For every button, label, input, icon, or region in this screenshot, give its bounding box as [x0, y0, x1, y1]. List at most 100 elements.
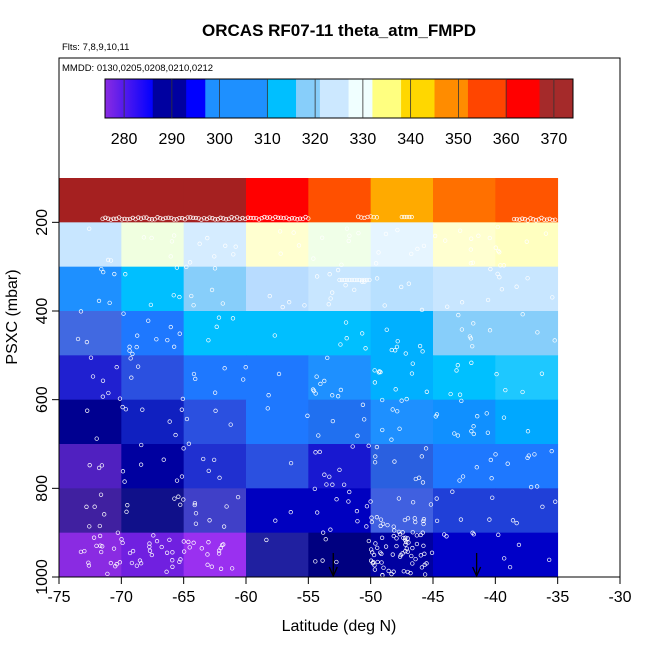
observation-point [347, 489, 352, 495]
flights-label: Flts: 7,8,9,10,11 [62, 42, 129, 53]
observation-point [434, 412, 440, 417]
observation-point [424, 389, 429, 394]
observation-point [547, 557, 552, 563]
observation-point [499, 287, 505, 292]
heatmap-cell [246, 532, 309, 578]
observation-point [121, 311, 126, 316]
observation-point [349, 277, 355, 283]
observation-point [495, 224, 500, 230]
observation-point [147, 216, 152, 222]
colorbar-tick-label: 300 [206, 131, 233, 148]
observation-point [457, 228, 463, 233]
observation-point [319, 235, 325, 240]
observation-point [362, 417, 367, 422]
observation-point [360, 331, 365, 336]
observation-point [141, 215, 146, 220]
observation-point [335, 394, 341, 399]
observation-point [347, 233, 352, 238]
observation-point [520, 216, 525, 221]
colorbar-tick-label: 320 [302, 131, 329, 148]
observation-point [533, 218, 539, 223]
colorbar-band [401, 79, 436, 118]
observation-point [193, 511, 199, 516]
observation-point [210, 216, 215, 221]
observation-point [347, 277, 352, 283]
observation-point [397, 426, 402, 431]
observation-point [323, 537, 328, 542]
observation-point [468, 247, 474, 252]
heatmap-cell [121, 444, 185, 489]
observation-point [384, 327, 389, 332]
observation-point [496, 532, 501, 537]
observation-point [409, 553, 414, 559]
observation-point [103, 215, 108, 220]
observation-point [174, 265, 180, 270]
heatmap-cell [370, 488, 434, 534]
observation-point [395, 339, 400, 344]
observation-point [199, 546, 204, 551]
observation-point [125, 503, 130, 508]
colorbar-band [296, 79, 321, 118]
observation-point [318, 381, 323, 387]
observation-point [526, 453, 531, 458]
observation-point [201, 456, 206, 462]
observation-point [184, 264, 189, 270]
observation-point [471, 321, 476, 326]
heatmap-cell [433, 311, 496, 356]
observation-point [378, 517, 384, 522]
observation-point [399, 398, 404, 403]
observation-point [102, 512, 107, 517]
observation-point [489, 476, 494, 481]
observation-point [108, 258, 114, 263]
observation-point [108, 560, 114, 566]
observation-point [164, 550, 170, 555]
observation-point [470, 260, 475, 265]
observation-point [179, 474, 185, 479]
observation-point [245, 215, 251, 220]
observation-point [528, 216, 533, 221]
observation-point [168, 324, 173, 330]
observation-point [337, 467, 342, 473]
observation-point [96, 298, 102, 304]
observation-point [421, 518, 426, 524]
observation-point [373, 541, 378, 546]
observation-point [205, 235, 210, 241]
observation-point [382, 303, 387, 308]
x-tick-label: -75 [47, 589, 70, 606]
observation-point [315, 510, 320, 515]
observation-point [525, 218, 530, 223]
observation-point [192, 500, 198, 506]
heatmap-cell [308, 355, 372, 401]
observation-point [140, 407, 145, 412]
observation-point [212, 266, 218, 271]
observation-point [352, 287, 357, 293]
observation-point [485, 297, 491, 303]
observation-point [206, 468, 211, 473]
observation-point [105, 257, 111, 263]
observation-point [212, 217, 218, 222]
observation-point [328, 296, 333, 301]
observation-point [127, 216, 133, 222]
observation-point [230, 566, 235, 571]
observation-point [265, 215, 270, 220]
observation-point [115, 530, 121, 535]
observation-point [342, 277, 347, 283]
observation-point [165, 337, 170, 343]
observation-point [223, 217, 229, 222]
observation-point [230, 316, 236, 321]
observation-point [211, 457, 217, 462]
observation-point [316, 433, 321, 438]
heatmap-cell [433, 444, 496, 489]
observation-point [262, 214, 267, 220]
observation-point [394, 344, 400, 350]
observation-point [149, 217, 155, 222]
observation-point [415, 246, 420, 252]
colorbar-band [105, 79, 154, 118]
arrow-markers [328, 553, 482, 578]
observation-point [403, 549, 408, 554]
observation-point [231, 252, 236, 257]
y-axis: 200 400 600 800 1000 [34, 209, 59, 595]
observation-point [335, 267, 341, 273]
observation-point [469, 429, 474, 434]
observation-point [209, 287, 215, 293]
